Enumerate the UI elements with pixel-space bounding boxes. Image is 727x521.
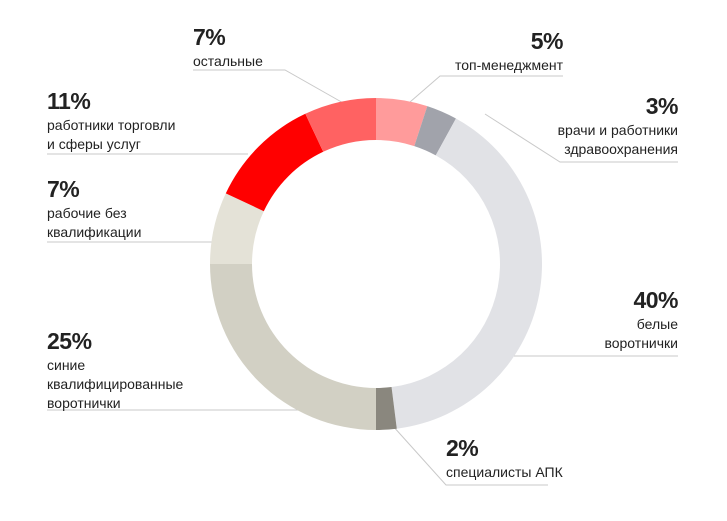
pct-label: 11% — [47, 88, 91, 114]
pct-label: 7% — [193, 24, 226, 50]
category-label: рабочие без квалификации — [47, 205, 142, 240]
leader — [484, 113, 678, 163]
category-label: белые воротнички — [604, 316, 678, 351]
label: 3% врачи и работники здравоохранения — [557, 93, 679, 159]
pct-label: 40% — [633, 287, 678, 313]
label: 40% белые воротнички — [604, 287, 678, 353]
leader-lines — [47, 69, 678, 486]
donut-segment — [391, 118, 542, 429]
donut-segment — [210, 193, 264, 264]
leader — [391, 424, 548, 486]
label: 7% остальные — [193, 24, 263, 71]
label: 2% специалисты АПК — [446, 435, 563, 482]
pct-label: 3% — [645, 93, 679, 119]
category-label: топ-менеджмент — [455, 57, 563, 73]
category-label: специалисты АПК — [446, 464, 563, 480]
label: 25% синие квалифицированные воротнички — [47, 328, 183, 413]
donut-segment — [414, 106, 456, 156]
donut-segment — [376, 98, 428, 147]
leader — [409, 75, 563, 103]
leader — [193, 69, 346, 105]
label: 11% работники торговли и сферы услуг — [47, 88, 175, 154]
category-label: синие квалифицированные воротнички — [47, 357, 184, 411]
donut-segment — [225, 113, 324, 212]
pct-label: 5% — [530, 28, 564, 54]
label: 7% рабочие без квалификации — [47, 176, 141, 242]
donut-segment — [305, 98, 376, 152]
category-label: остальные — [193, 53, 263, 69]
category-label: работники торговли и сферы услуг — [47, 117, 176, 152]
label: 5% топ-менеджмент — [455, 28, 564, 75]
pct-label: 7% — [47, 176, 80, 202]
pct-label: 2% — [446, 435, 479, 461]
donut-segment — [376, 387, 397, 430]
category-label: врачи и работники здравоохранения — [557, 122, 678, 157]
pct-label: 25% — [47, 328, 92, 354]
donut-segment — [210, 264, 376, 430]
